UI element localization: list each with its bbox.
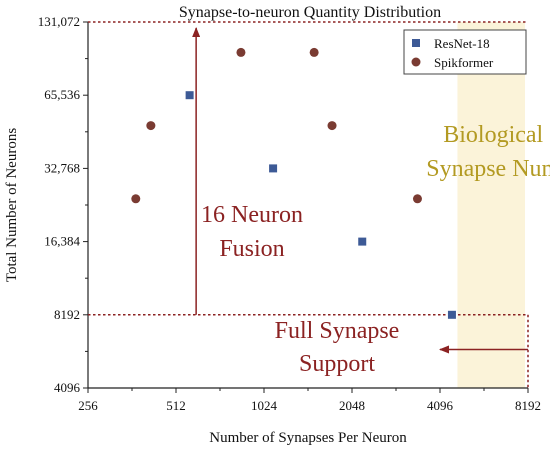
x-tick-label-2: 1024: [251, 398, 278, 413]
legend-label-0: ResNet-18: [434, 36, 490, 51]
band-layer: [457, 22, 525, 388]
legend-label-1: Spikformer: [434, 55, 494, 70]
point-0-3: [447, 310, 456, 319]
point-0-2: [358, 237, 367, 246]
band-label-line-1: Synapse Num: [426, 156, 550, 182]
y-tick-label-5: 131,072: [38, 14, 80, 29]
y-tick-label-1: 8192: [54, 307, 80, 322]
annotation-0-line-1: Fusion: [219, 236, 284, 262]
y-tick-label-4: 65,536: [44, 87, 80, 102]
point-1-2: [236, 47, 246, 57]
point-1-1: [146, 121, 156, 131]
text-layer: Number of Synapses Per Neuron Total Numbe…: [4, 4, 550, 446]
legend-marker-1: [411, 57, 421, 67]
y-tick-label-3: 32,768: [44, 160, 80, 175]
x-tick-label-0: 256: [78, 398, 98, 413]
y-axis-label: Total Number of Neurons: [4, 128, 20, 282]
point-1-4: [327, 121, 337, 131]
y-tick-label-2: 16,384: [44, 234, 80, 249]
point-0-0: [185, 91, 194, 100]
x-tick-label-1: 512: [166, 398, 186, 413]
y-tick-label-0: 4096: [54, 380, 81, 395]
point-1-0: [131, 194, 141, 204]
x-tick-label-5: 8192: [515, 398, 541, 413]
annotation-0-line-0: 16 Neuron: [201, 202, 303, 228]
axes-layer: 256 512 1024 2048 4096 8192 4096 8192 16,384 32,7…: [38, 14, 541, 413]
point-1-5: [412, 194, 422, 204]
x-tick-label-4: 4096: [427, 398, 454, 413]
annotation-1-line-0: Full Synapse: [275, 318, 400, 344]
x-tick-label-3: 2048: [339, 398, 365, 413]
point-1-3: [309, 47, 319, 57]
point-0-1: [269, 164, 278, 173]
band-rect-0: [457, 22, 525, 388]
x-axis-label: Number of Synapses Per Neuron: [209, 430, 407, 446]
legend-marker-0: [412, 39, 420, 47]
annotation-1-line-1: Support: [299, 351, 375, 377]
chart-title: Synapse-to-neuron Quantity Distribution: [179, 4, 441, 21]
legend-layer: ResNet-18 Spikformer: [403, 29, 527, 75]
band-label-line-0: Biological: [443, 122, 543, 148]
legend-box: [403, 29, 527, 75]
points-layer: [131, 47, 456, 319]
